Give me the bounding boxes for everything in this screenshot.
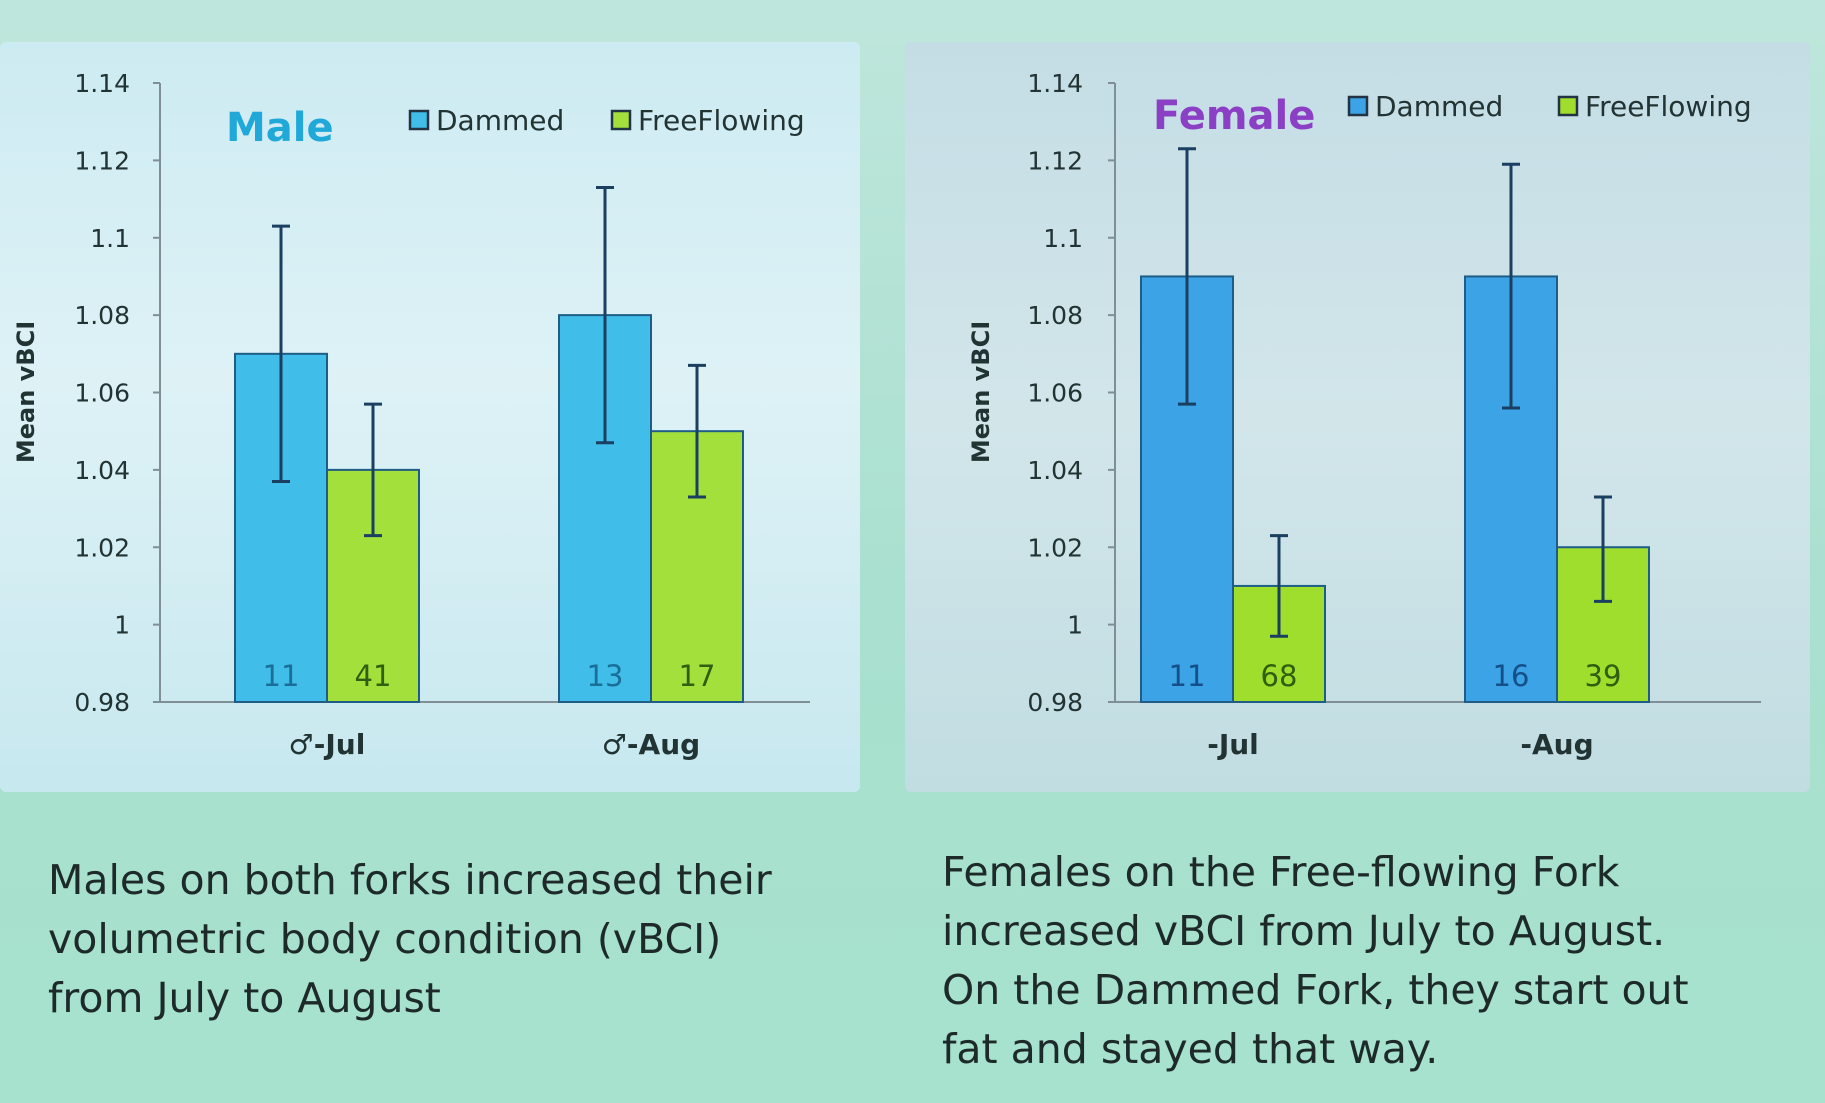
female-legend-label-freeflowing: FreeFlowing [1585,90,1752,123]
female-y-tick-label: 1.08 [1027,301,1083,330]
female-legend-label-dammed: Dammed [1375,90,1503,123]
male-category-label: ♂-Aug [602,728,700,761]
female-category-label: -Aug [1520,728,1593,761]
female-chart: 0.98 1 1.02 1.04 1.06 1.08 1.1 1.12 1.14 Mean vBC… [967,69,1761,761]
male-y-tick-label: 0.98 [74,688,130,717]
male-chart-panel: 0.98 1 1.02 1.04 1.06 1.08 1.1 1.12 1.14 Mean vBC… [0,42,860,792]
male-caption-line: volumetric body condition (vBCI) [48,915,722,963]
female-chart-title: Female [1153,93,1315,139]
male-bar [650,430,744,703]
male-caption-line: Males on both forks increased their [48,856,772,904]
female-y-tick-label: 1.14 [1027,69,1083,98]
female-bar-n-label: 68 [1261,659,1298,693]
female-y-tick-label: 0.98 [1027,688,1083,717]
female-y-axis-label: Mean vBCI [967,321,995,463]
female-caption-line: increased vBCI from July to August. [942,907,1666,955]
female-category-label: -Jul [1207,728,1259,761]
female-y-tick-label: 1.04 [1027,456,1083,485]
male-y-tick-label: 1.04 [74,456,130,485]
male-y-tick-label: 1.12 [74,146,130,175]
male-caption: Males on both forks increased their volu… [48,851,772,1028]
female-y-tick-label: 1.06 [1027,379,1083,408]
male-y-tick-label: 1.02 [74,533,130,562]
female-chart-panel: 0.98 1 1.02 1.04 1.06 1.08 1.1 1.12 1.14 Mean vBC… [905,42,1810,792]
female-caption: Females on the Free-flowing Fork increas… [942,843,1689,1079]
male-legend-swatch-dammed [408,109,430,131]
male-legend-swatch-freeflowing [610,109,632,131]
female-y-tick-label: 1.02 [1027,533,1083,562]
male-bar-n-label: 17 [679,659,716,693]
female-legend-swatch-dammed [1347,95,1369,117]
female-y-tick-label: 1.12 [1027,146,1083,175]
male-bar-n-label: 13 [587,659,624,693]
female-caption-line: Females on the Free-flowing Fork [942,848,1620,896]
female-bar-n-label: 11 [1169,659,1206,693]
female-y-tick-label: 1.1 [1043,224,1083,253]
male-legend-label-freeflowing: FreeFlowing [638,104,805,137]
male-y-tick-label: 1 [114,611,130,640]
male-bar-n-label: 11 [263,659,300,693]
male-y-tick-label: 1.1 [90,224,130,253]
female-caption-line: fat and stayed that way. [942,1025,1439,1073]
male-y-tick-label: 1.08 [74,301,130,330]
male-chart-title: Male [226,105,334,151]
male-y-tick-label: 1.06 [74,379,130,408]
male-y-tick-label: 1.14 [74,69,130,98]
female-caption-line: On the Dammed Fork, they start out [942,966,1689,1014]
male-category-label: ♂-Jul [289,728,366,761]
male-caption-line: from July to August [48,974,441,1022]
female-bar-n-label: 39 [1585,659,1622,693]
male-legend-label-dammed: Dammed [436,104,564,137]
female-bar-n-label: 16 [1493,659,1530,693]
female-legend-swatch-freeflowing [1557,95,1579,117]
male-y-axis-label: Mean vBCI [12,321,40,463]
female-y-tick-label: 1 [1067,611,1083,640]
male-bar-n-label: 41 [355,659,392,693]
male-chart: 0.98 1 1.02 1.04 1.06 1.08 1.1 1.12 1.14 Mean vBC… [12,69,810,761]
